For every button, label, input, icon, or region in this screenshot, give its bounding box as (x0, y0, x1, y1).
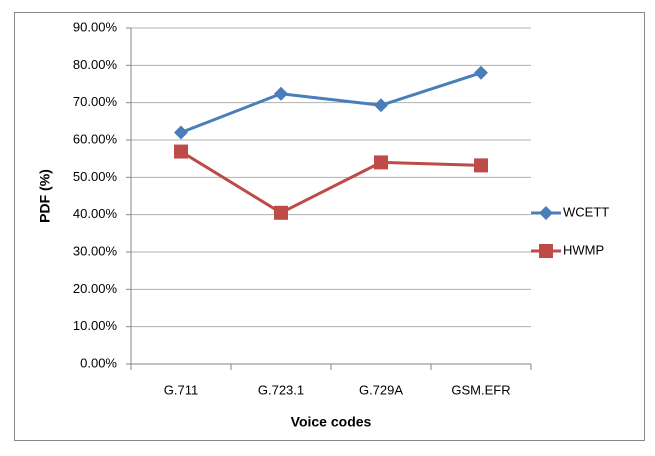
chart-border (14, 12, 645, 441)
data-point (474, 158, 488, 173)
y-tick-label: 0.00% (80, 355, 117, 370)
y-tick-label: 10.00% (73, 318, 118, 333)
y-axis-title: PDF (%) (37, 169, 53, 223)
data-point (274, 205, 288, 220)
x-tick-label: G.729A (359, 382, 403, 397)
legend-label: HWMP (563, 242, 604, 257)
y-tick-label: 30.00% (73, 243, 118, 258)
y-tick-label: 60.00% (73, 131, 118, 146)
data-point (374, 98, 388, 113)
x-axis-title: Voice codes (291, 414, 372, 430)
legend-marker (539, 244, 553, 258)
y-tick-label: 40.00% (73, 206, 118, 221)
data-point (274, 86, 288, 101)
series-line (180, 150, 482, 215)
y-tick-label: 20.00% (73, 281, 118, 296)
legend-marker (539, 206, 553, 220)
x-tick-label: G.711 (164, 382, 198, 397)
y-tick-label: 80.00% (73, 57, 118, 72)
legend-label: WCETT (563, 204, 609, 219)
data-point (374, 155, 388, 170)
data-point (474, 65, 488, 80)
data-point (174, 144, 188, 159)
x-tick-label: G.723.1 (258, 382, 304, 397)
x-tick-label: GSM.EFR (451, 382, 510, 397)
y-tick-label: 90.00% (73, 19, 118, 34)
y-tick-label: 50.00% (73, 169, 118, 184)
y-tick-label: 70.00% (73, 94, 118, 109)
data-point (174, 125, 188, 140)
series-line (180, 71, 482, 134)
